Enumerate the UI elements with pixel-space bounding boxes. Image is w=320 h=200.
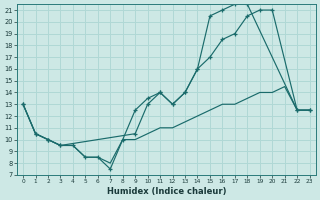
X-axis label: Humidex (Indice chaleur): Humidex (Indice chaleur) xyxy=(107,187,226,196)
